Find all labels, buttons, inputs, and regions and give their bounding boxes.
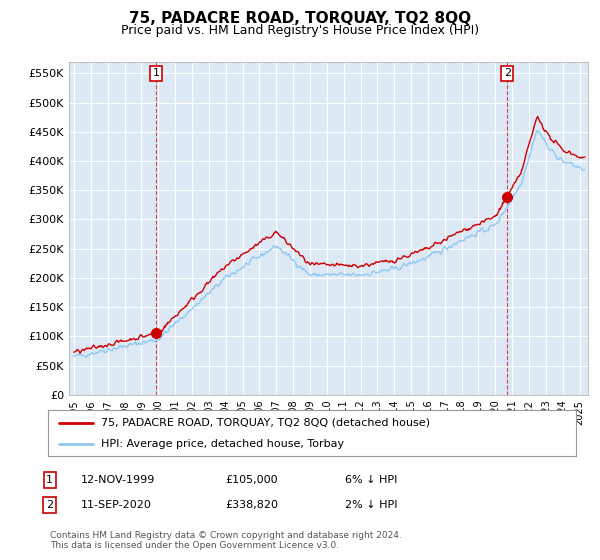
Text: £338,820: £338,820 bbox=[225, 500, 278, 510]
Text: Contains HM Land Registry data © Crown copyright and database right 2024.
This d: Contains HM Land Registry data © Crown c… bbox=[50, 530, 401, 550]
Text: HPI: Average price, detached house, Torbay: HPI: Average price, detached house, Torb… bbox=[101, 439, 344, 449]
Text: 11-SEP-2020: 11-SEP-2020 bbox=[81, 500, 152, 510]
Text: 2% ↓ HPI: 2% ↓ HPI bbox=[345, 500, 398, 510]
Text: Price paid vs. HM Land Registry's House Price Index (HPI): Price paid vs. HM Land Registry's House … bbox=[121, 24, 479, 36]
Text: 75, PADACRE ROAD, TORQUAY, TQ2 8QQ: 75, PADACRE ROAD, TORQUAY, TQ2 8QQ bbox=[129, 11, 471, 26]
Text: 1: 1 bbox=[152, 68, 160, 78]
Text: 6% ↓ HPI: 6% ↓ HPI bbox=[345, 475, 397, 485]
Text: 12-NOV-1999: 12-NOV-1999 bbox=[81, 475, 155, 485]
Text: 2: 2 bbox=[504, 68, 511, 78]
Text: £105,000: £105,000 bbox=[225, 475, 278, 485]
Text: 1: 1 bbox=[46, 475, 53, 485]
Text: 75, PADACRE ROAD, TORQUAY, TQ2 8QQ (detached house): 75, PADACRE ROAD, TORQUAY, TQ2 8QQ (deta… bbox=[101, 418, 430, 428]
Text: 2: 2 bbox=[46, 500, 53, 510]
